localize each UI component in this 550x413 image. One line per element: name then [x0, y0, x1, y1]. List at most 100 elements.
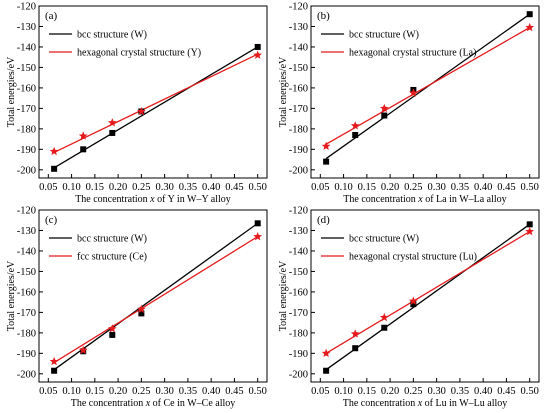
panel-label: (a): [45, 10, 58, 22]
y-axis-label: Total energies/eV: [278, 56, 289, 127]
x-tick-label: 0.35: [451, 182, 469, 193]
x-tick-label: 0.50: [249, 386, 267, 397]
y-tick-label: -170: [17, 308, 36, 319]
data-point-star: [49, 146, 59, 156]
x-axis-label-part: x: [149, 194, 155, 205]
y-tick-label: -130: [289, 22, 308, 33]
chart-panel-1: 0.05 0.10 0.15 0.20 0.25 0.30 0.35 0.40 0.45 0.50…: [6, 2, 268, 205]
fit-line-second-phase: [53, 53, 258, 153]
data-point-star: [379, 312, 389, 322]
x-tick-label: 0.20: [381, 386, 399, 397]
legend-label: hexagonal crystal structure (Lu): [349, 252, 477, 263]
y-tick-label: -140: [17, 42, 36, 53]
x-tick-label: 0.40: [474, 386, 492, 397]
y-tick-label: -180: [17, 328, 36, 339]
data-point-star: [49, 356, 59, 366]
y-tick-label: -160: [289, 83, 308, 94]
y-tick-label: -140: [17, 246, 36, 257]
data-point-star: [408, 296, 418, 305]
data-point-square: [254, 43, 261, 50]
chart-panel-4: 0.05 0.10 0.15 0.20 0.25 0.30 0.35 0.40 0.45 0.50…: [278, 206, 540, 409]
x-tick-label: 0.40: [202, 182, 220, 193]
x-axis-label-part: of La in W–La alloy: [423, 194, 507, 205]
y-tick-label: -140: [289, 246, 308, 257]
y-tick-label: -190: [289, 145, 308, 156]
legend-label: bcc structure (W): [349, 30, 419, 41]
x-axis-label-part: The concentration: [343, 398, 418, 409]
y-tick-label: -190: [289, 349, 308, 360]
y-tick-label: -170: [289, 308, 308, 319]
legend-label: bcc structure (W): [349, 234, 419, 245]
y-tick-label: -170: [17, 104, 36, 115]
panel-label: (c): [45, 214, 58, 226]
data-point-star: [525, 226, 535, 236]
data-point-square: [80, 146, 87, 153]
plot-frame: [38, 5, 268, 179]
x-axis-label-part: The concentration: [71, 398, 146, 409]
y-axis-label: Total energies/eV: [6, 56, 17, 127]
data-point-star: [78, 131, 88, 140]
x-axis-label: The concentration x of Lu in W–Lu alloy: [343, 398, 508, 409]
y-axis-label: Total energies/eV: [278, 260, 289, 331]
fit-line-second-phase: [53, 236, 259, 364]
plot-frame: [38, 209, 268, 383]
x-axis-label-part: The concentration: [75, 194, 150, 205]
data-point-square: [352, 132, 359, 138]
y-tick-label: -130: [17, 226, 36, 237]
x-tick-label: 0.25: [404, 386, 422, 397]
y-tick-label: -150: [289, 63, 308, 74]
data-point-star: [525, 22, 535, 32]
data-point-star: [350, 121, 360, 130]
x-tick-label: 0.10: [62, 386, 80, 397]
x-tick-label: 0.25: [132, 182, 150, 193]
x-axis-label-part: x: [417, 194, 423, 205]
y-tick-label: -120: [17, 206, 36, 217]
fit-line-bcc: [325, 223, 531, 371]
y-tick-label: -200: [289, 369, 308, 380]
plot-frame: [310, 5, 540, 179]
x-axis-label: The concentration x of La in W–La alloy: [343, 194, 506, 205]
data-point-star: [107, 324, 117, 333]
x-axis-label-part: x: [417, 398, 423, 409]
y-tick-label: -140: [289, 42, 308, 53]
x-tick-label: 0.10: [334, 386, 352, 397]
y-tick-label: -120: [289, 2, 308, 13]
x-tick-label: 0.30: [155, 386, 173, 397]
x-tick-label: 0.30: [427, 386, 445, 397]
x-tick-label: 0.35: [179, 182, 197, 193]
data-point-star: [136, 304, 146, 314]
x-tick-label: 0.40: [202, 386, 220, 397]
y-tick-label: -120: [17, 2, 36, 13]
x-tick-label: 0.10: [334, 182, 352, 193]
y-tick-label: -150: [17, 267, 36, 278]
y-tick-label: -180: [289, 328, 308, 339]
x-axis-label-part: of Lu in W–Lu alloy: [422, 398, 507, 409]
legend-label: bcc structure (W): [77, 30, 147, 41]
x-tick-label: 0.05: [311, 386, 329, 397]
panel-label: (b): [317, 10, 330, 22]
data-point-star: [350, 329, 360, 338]
x-tick-label: 0.05: [39, 386, 57, 397]
x-tick-label: 0.15: [86, 386, 104, 397]
chart-panel-3: 0.05 0.10 0.15 0.20 0.25 0.30 0.35 0.40 0.45 0.50…: [6, 206, 268, 409]
y-tick-label: -130: [289, 226, 308, 237]
x-tick-label: 0.25: [132, 386, 150, 397]
fit-line-bcc: [53, 222, 259, 371]
data-point-square: [526, 221, 533, 228]
x-tick-label: 0.15: [358, 386, 376, 397]
y-tick-label: -150: [289, 267, 308, 278]
fit-line-second-phase: [325, 26, 531, 145]
x-tick-label: 0.10: [62, 182, 80, 193]
data-point-square: [381, 324, 388, 331]
plot-frame: [310, 209, 540, 383]
x-axis-label: The concentration x of Y in W–Y alloy: [75, 194, 231, 205]
legend-label: hexagonal crystal structure (Y): [77, 48, 201, 59]
data-point-star: [321, 348, 331, 358]
data-point-star: [136, 106, 146, 116]
y-tick-label: -190: [17, 145, 36, 156]
data-point-star: [379, 103, 389, 113]
x-tick-label: 0.45: [225, 182, 243, 193]
x-axis-label: The concentration x of Ce in W–Ce alloy: [71, 398, 236, 409]
x-tick-label: 0.20: [109, 386, 127, 397]
x-tick-label: 0.45: [497, 386, 515, 397]
